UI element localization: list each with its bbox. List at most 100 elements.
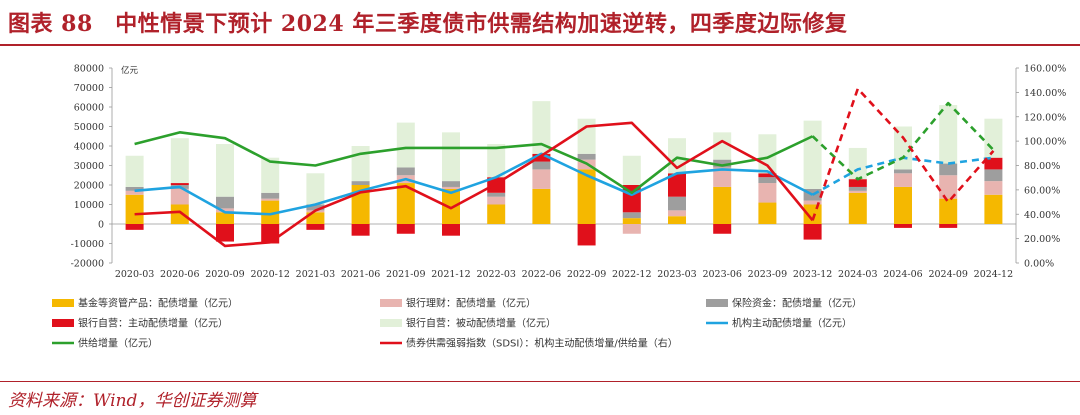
- x-tick-label: 2024-09: [928, 269, 967, 280]
- bar-segment: [306, 224, 325, 230]
- bar-segment: [261, 200, 280, 224]
- y-tick-label: 60000: [74, 103, 104, 114]
- bar-segment: [487, 192, 506, 197]
- bar-segment: [170, 204, 189, 224]
- bar-segment: [713, 167, 732, 187]
- y2-tick-label: 40.00%: [1024, 210, 1060, 221]
- bar-segment: [351, 146, 370, 182]
- bar-segment: [396, 122, 415, 168]
- bar-segment: [442, 132, 460, 182]
- legend-label: 基金等资管产品：配债增量（亿元）: [78, 297, 238, 310]
- bar-segment: [261, 198, 280, 201]
- bar-segment: [442, 224, 460, 236]
- bar-segment: [713, 159, 732, 168]
- bar-segment: [351, 224, 370, 236]
- bar-segment: [894, 173, 912, 187]
- bar-segment: [396, 183, 415, 224]
- bar-segment: [261, 224, 280, 244]
- bar-segment: [125, 194, 144, 224]
- x-tick-label: 2022-03: [476, 269, 515, 280]
- series-line: [134, 131, 814, 195]
- bar-segment: [577, 224, 596, 246]
- bar-segment: [487, 144, 506, 178]
- bar-segment: [442, 186, 460, 189]
- bar-segment: [216, 224, 234, 242]
- bar-segment: [216, 196, 234, 209]
- bar-segment: [125, 186, 144, 191]
- bar-segment: [532, 188, 551, 224]
- bar-segment: [532, 161, 551, 170]
- bar-segment: [894, 186, 912, 224]
- bar-segment: [442, 188, 460, 224]
- source-note: 资料来源：Wind，华创证券测算: [8, 391, 257, 411]
- series-line: [134, 121, 814, 248]
- bar-segment: [894, 224, 912, 228]
- bar-segment: [306, 204, 325, 211]
- y2-tick-label: 60.00%: [1024, 185, 1060, 196]
- x-tick-label: 2021-12: [431, 269, 470, 280]
- bar-segment: [894, 126, 912, 170]
- y-tick-label: 80000: [74, 64, 104, 75]
- legend-label: 银行理财：配债增量（亿元）: [406, 297, 536, 310]
- bar-segment: [803, 120, 822, 189]
- x-tick-label: 2020-03: [115, 269, 154, 280]
- x-tick-label: 2023-09: [748, 269, 787, 280]
- bar-segment: [668, 210, 686, 217]
- y-tick-label: 0: [98, 220, 104, 231]
- bar-segment: [216, 208, 234, 213]
- x-tick-label: 2024-06: [883, 269, 922, 280]
- bar-segment: [984, 181, 1003, 195]
- bar-segment: [758, 183, 777, 203]
- bar-segment: [396, 167, 415, 176]
- bar-segment: [848, 179, 867, 187]
- bar-segment: [125, 190, 144, 195]
- y2-tick-label: 20.00%: [1024, 234, 1060, 245]
- bar-segment: [170, 138, 189, 184]
- bar-segment: [803, 224, 822, 240]
- bar-segment: [216, 144, 234, 197]
- bar-segment: [261, 157, 280, 193]
- series-line-projected: [811, 87, 995, 221]
- bar-segment: [577, 153, 596, 160]
- title-divider: [0, 44, 1080, 46]
- bar-segment: [170, 188, 189, 205]
- bar-segment: [216, 212, 234, 224]
- bar-segment: [442, 181, 460, 187]
- x-tick-label: 2023-06: [702, 269, 741, 280]
- y-tick-label: 70000: [74, 83, 104, 94]
- legend-label: 银行自营：主动配债增量（亿元）: [78, 317, 228, 330]
- bar-segment: [848, 190, 867, 193]
- y-tick-label: -10000: [71, 239, 104, 250]
- x-tick-label: 2021-06: [341, 269, 380, 280]
- series-line-projected: [811, 101, 995, 181]
- legend-label: 债券供需强弱指数（SDSI）：机构主动配债增量/供给量（右）: [406, 337, 678, 350]
- x-tick-label: 2021-03: [296, 269, 335, 280]
- y2-tick-label: 140.00%: [1024, 88, 1066, 99]
- x-tick-label: 2022-12: [612, 269, 651, 280]
- legend-label: 银行自营：被动配债增量（亿元）: [406, 317, 556, 330]
- bar-segment: [622, 224, 641, 234]
- legend-label: 保险资金：配债增量（亿元）: [732, 297, 862, 310]
- legend-swatch: [706, 299, 728, 307]
- bar-segment: [758, 173, 777, 178]
- bar-segment: [894, 169, 912, 174]
- bar-segment: [532, 169, 551, 189]
- bar-segment: [532, 101, 551, 154]
- bar-segment: [984, 157, 1003, 170]
- legend-label: 供给增量（亿元）: [78, 337, 158, 350]
- x-tick-label: 2022-06: [522, 269, 561, 280]
- bar-segment: [939, 105, 958, 164]
- x-tick-label: 2024-03: [838, 269, 877, 280]
- bar-segment: [577, 118, 596, 154]
- y2-tick-label: 100.00%: [1024, 137, 1066, 148]
- bar-segment: [532, 153, 551, 162]
- y2-tick-label: 160.00%: [1024, 64, 1066, 75]
- y2-tick-label: 0.00%: [1024, 259, 1054, 270]
- bar-segment: [668, 173, 686, 197]
- bar-segment: [125, 224, 144, 230]
- bar-segment: [351, 181, 370, 185]
- figure-title-bar: 图表 88 中性情景下预计 2024 年三季度债市供需结构加速逆转，四季度边际修…: [0, 0, 1080, 44]
- legend-swatch: [380, 299, 402, 307]
- y-tick-label: 10000: [74, 200, 104, 211]
- figure-title: 图表 88 中性情景下预计 2024 年三季度债市供需结构加速逆转，四季度边际修…: [8, 11, 848, 37]
